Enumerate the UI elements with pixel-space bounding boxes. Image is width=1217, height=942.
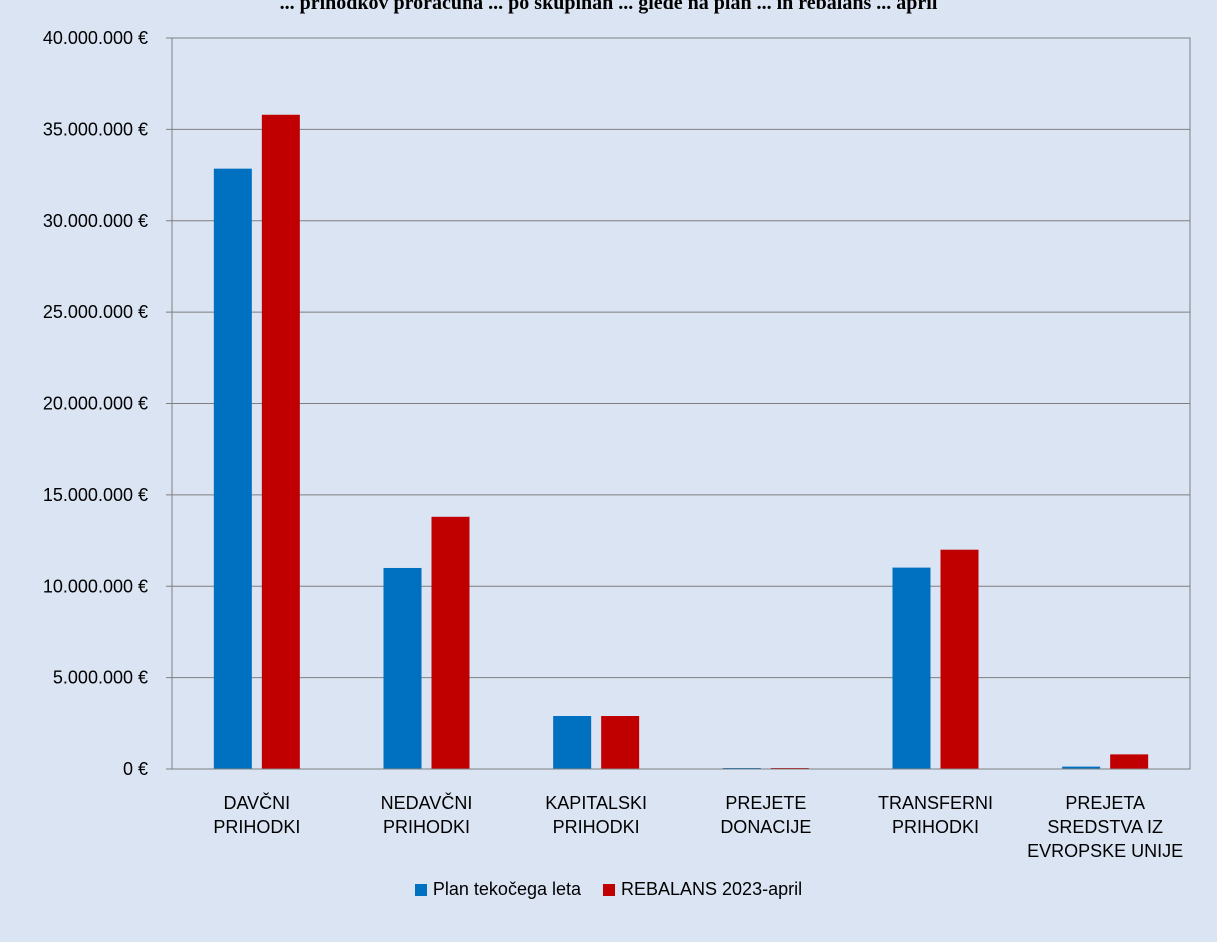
- legend-swatch: [603, 883, 615, 896]
- y-tick-label: 15.000.000 €: [43, 485, 148, 505]
- legend-item-1: REBALANS 2023-april: [603, 879, 802, 900]
- y-tick-label: 20.000.000 €: [43, 394, 148, 414]
- bar-rebalans-4: [940, 549, 979, 769]
- y-tick-label: 10.000.000 €: [43, 576, 148, 596]
- bar-rebalans-2: [601, 716, 640, 769]
- legend-label: REBALANS 2023-april: [621, 879, 803, 899]
- legend-label: Plan tekočega leta: [432, 879, 581, 899]
- legend: Plan tekočega leta REBALANS 2023-april: [0, 879, 1217, 900]
- y-tick-label: 30.000.000 €: [43, 211, 148, 231]
- y-tick-label: 5.000.000 €: [53, 668, 148, 688]
- x-category-label: TRANSFERNI PRIHODKI: [878, 793, 993, 837]
- x-category-label: NEDAVČNI PRIHODKI: [381, 792, 473, 837]
- legend-item-0: Plan tekočega leta: [414, 879, 581, 900]
- bar-rebalans-5: [1110, 754, 1149, 769]
- bar-rebalans-0: [261, 114, 300, 769]
- bar-plan-5: [1062, 766, 1101, 769]
- bar-plan-4: [892, 567, 931, 769]
- y-tick-label: 0 €: [123, 759, 148, 779]
- y-tick-label: 25.000.000 €: [43, 302, 148, 322]
- x-axis-category-labels: DAVČNI PRIHODKI NEDAVČNI PRIHODKI KAPITALSKI…: [213, 792, 1183, 861]
- y-axis-tick-labels: 0 € 5.000.000 € 10.000.000 € 15.000.000 € 20…: [43, 28, 148, 779]
- bar-plan-0: [213, 168, 252, 769]
- grid-lines: [166, 37, 1191, 770]
- legend-swatch: [414, 883, 427, 896]
- x-category-label: KAPITALSKI PRIHODKI: [545, 793, 647, 837]
- bar-plan-1: [383, 567, 422, 769]
- bars: [172, 114, 1190, 770]
- bar-plan-2: [553, 716, 592, 769]
- y-tick-label: 40.000.000 €: [43, 28, 148, 48]
- bar-rebalans-1: [431, 516, 470, 769]
- chart-title: ... prihodkov proračuna ... po skupinah …: [279, 0, 938, 14]
- x-category-label: DAVČNI PRIHODKI: [213, 792, 300, 837]
- x-category-label: PREJETE DONACIJE: [720, 793, 811, 837]
- x-category-label: PREJETA SREDSTVA IZ EVROPSKE UNIJE: [1027, 793, 1183, 861]
- y-tick-label: 35.000.000 €: [43, 119, 148, 139]
